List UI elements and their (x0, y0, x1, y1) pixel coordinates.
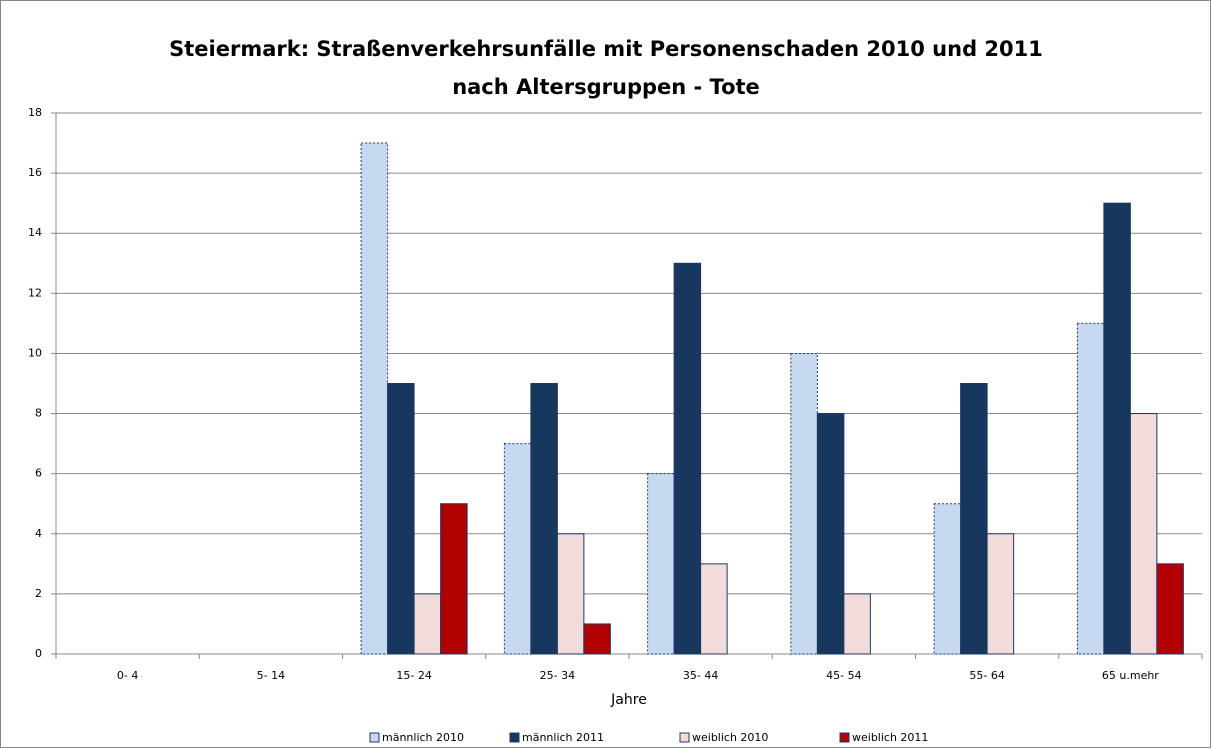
bar (1076, 322, 1105, 655)
x-tick-label: 65 u.mehr (1102, 669, 1159, 682)
y-tick-label: 6 (35, 467, 42, 480)
bar (413, 593, 442, 655)
y-tick-label: 0 (35, 647, 42, 660)
bar (816, 413, 845, 655)
y-tick-label: 2 (35, 587, 42, 600)
x-tick-label: 35- 44 (683, 669, 718, 682)
legend-swatch (839, 732, 850, 743)
x-tick-label: 5- 14 (257, 669, 285, 682)
x-tick-label: 25- 34 (540, 669, 575, 682)
bar (986, 533, 1015, 655)
x-tick-label: 45- 54 (826, 669, 861, 682)
bar (933, 503, 962, 655)
chart-title: nach Altersgruppen - Tote (452, 75, 760, 99)
y-tick-label: 18 (28, 106, 42, 119)
bar (1156, 563, 1184, 655)
x-tick-label: 0- 4 (117, 669, 138, 682)
chart-title: Steiermark: Straßenverkehrsunfälle mit P… (169, 37, 1043, 61)
bar (647, 473, 675, 655)
y-tick-label: 16 (28, 166, 42, 179)
bar (1103, 202, 1131, 655)
bar (1129, 413, 1158, 655)
bar (673, 262, 702, 655)
bar (387, 383, 415, 655)
legend-label: männlich 2010 (382, 731, 464, 744)
x-tick-label: 55- 64 (969, 669, 1004, 682)
bar (360, 142, 389, 655)
bar (843, 593, 871, 655)
bar (960, 383, 988, 655)
bar (583, 623, 611, 655)
bar (440, 503, 468, 655)
y-tick-label: 10 (28, 346, 42, 359)
legend-label: männlich 2011 (522, 731, 604, 744)
bar (790, 352, 818, 655)
y-tick-label: 12 (28, 286, 42, 299)
y-tick-label: 8 (35, 407, 42, 420)
legend-label: weiblich 2011 (852, 731, 928, 744)
bar (556, 533, 585, 655)
y-tick-label: 14 (28, 226, 42, 239)
x-axis-label: Jahre (610, 692, 647, 708)
x-tick-label: 15- 24 (396, 669, 431, 682)
legend-swatch (369, 732, 380, 743)
legend-swatch (509, 732, 520, 743)
y-tick-label: 4 (35, 527, 42, 540)
bar (530, 383, 558, 655)
legend-swatch (679, 732, 690, 743)
bar (503, 443, 532, 655)
legend-label: weiblich 2010 (692, 731, 768, 744)
bar (700, 563, 728, 655)
